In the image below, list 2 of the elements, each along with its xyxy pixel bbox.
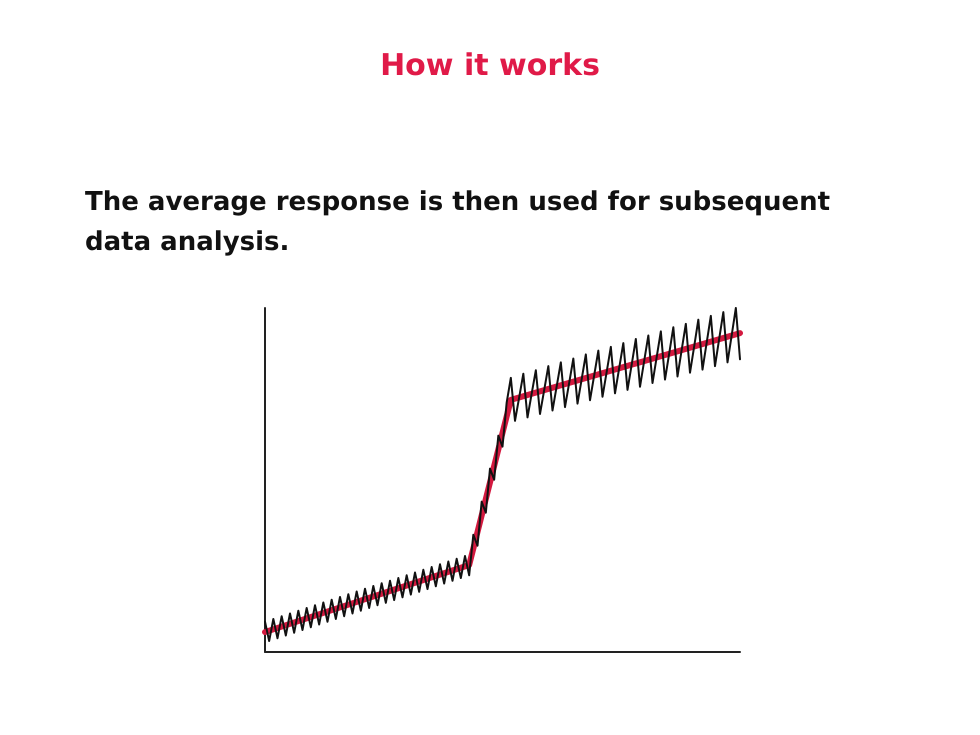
chart-subtitle: The average response is then used for subsequent data analysis. — [85, 186, 832, 259]
chart-title: How it works — [379, 48, 601, 83]
